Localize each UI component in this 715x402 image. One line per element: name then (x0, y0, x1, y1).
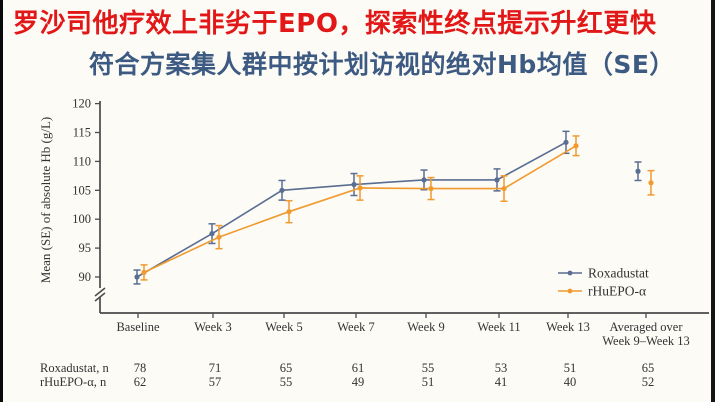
slide-headline: 罗沙司他疗效上非劣于EPO，探索性终点提示升红更快 (13, 9, 657, 39)
data-point (635, 168, 641, 174)
y-tick-label: 95 (79, 241, 92, 255)
x-category-label: Week 3 (194, 320, 232, 334)
n-table-value: 57 (209, 375, 222, 389)
x-category-label: Week 7 (337, 320, 375, 334)
n-table-value: 65 (280, 361, 293, 375)
data-point (286, 209, 292, 215)
hb-line-chart: 90 95 100 105 110 115 120 Baseline Week 3 Week 5 W… (38, 97, 709, 389)
series-roxadustat (133, 130, 642, 285)
chart-title: 符合方案集人群中按计划访视的绝对Hb均值（SE） (89, 50, 675, 79)
axis-break-icon (94, 287, 106, 297)
data-point (357, 185, 363, 191)
y-tick-label: 115 (73, 126, 91, 140)
n-table-value: 55 (280, 375, 293, 389)
data-point (421, 177, 427, 183)
y-axis-title: Mean (SE) of absolute Hb (g/L) (38, 117, 53, 283)
data-point (494, 177, 500, 183)
x-category-label: Week 9–Week 13 (602, 334, 690, 348)
series-rhuepo (140, 135, 655, 281)
y-tick-label: 105 (72, 183, 91, 197)
data-point (648, 180, 654, 186)
n-table-value: 65 (642, 361, 655, 375)
n-table-value: 52 (642, 375, 655, 389)
n-table-value: 55 (422, 361, 435, 375)
data-point (141, 269, 147, 275)
x-category-label: Week 13 (546, 320, 590, 334)
y-tick-label: 100 (72, 212, 91, 226)
n-table-value: 62 (134, 375, 147, 389)
n-table-value: 53 (495, 361, 508, 375)
n-table-row-label: Roxadustat, n (40, 361, 109, 375)
x-category-label: Week 11 (477, 320, 520, 334)
x-category-label: Baseline (116, 320, 159, 334)
series-line (143, 145, 577, 274)
y-tick-label: 120 (72, 97, 91, 111)
y-tick-label: 90 (79, 270, 92, 284)
n-table-value: 41 (495, 375, 508, 389)
n-table-value: 71 (209, 361, 222, 375)
data-point (209, 231, 215, 237)
data-point (428, 185, 434, 192)
series-line (136, 141, 567, 278)
data-point (216, 234, 222, 240)
legend-label: rHuEPO-α (588, 284, 646, 299)
x-category-label: Week 5 (265, 320, 303, 334)
n-table-row-label: rHuEPO-α, n (40, 375, 107, 389)
n-table-value: 78 (134, 361, 147, 375)
n-table-value: 40 (564, 375, 577, 389)
legend-marker (567, 270, 573, 276)
data-point (573, 143, 579, 149)
x-category-label: Week 9 (407, 320, 445, 334)
data-point (501, 185, 507, 192)
data-point (351, 181, 357, 188)
y-tick-label: 110 (73, 154, 91, 168)
n-table-value: 51 (422, 375, 435, 389)
axis-break-icon (94, 292, 106, 302)
data-point (563, 139, 569, 145)
n-table-value: 49 (352, 375, 365, 389)
data-point (134, 274, 140, 280)
legend-marker (567, 288, 573, 294)
n-table-value: 61 (352, 361, 365, 375)
x-category-label: Averaged over (610, 320, 684, 334)
data-point (279, 187, 285, 193)
legend-label: Roxadustat (588, 266, 649, 281)
n-table-value: 51 (564, 361, 577, 375)
